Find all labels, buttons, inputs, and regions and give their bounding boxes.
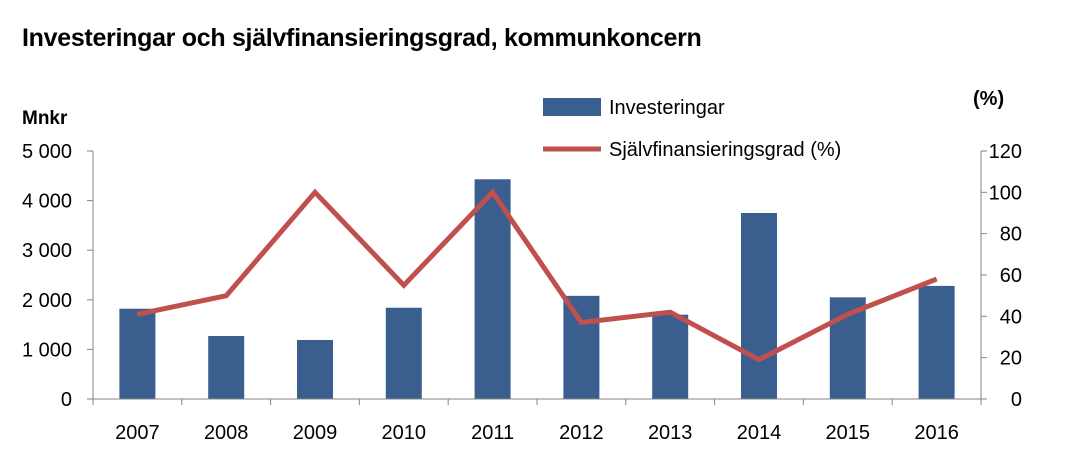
y-tick-label-right: 20	[1000, 348, 1022, 370]
chart-title: Investeringar och självfinansieringsgrad…	[22, 24, 702, 52]
bar-2010	[385, 307, 422, 399]
bar-2008	[208, 336, 245, 399]
y-tick-label-right: 0	[1011, 389, 1022, 411]
y-tick-label-right: 60	[1000, 265, 1022, 287]
x-tick-label: 2014	[737, 422, 782, 444]
y-tick-label-left: 1 000	[22, 339, 72, 361]
y-tick-label-left: 4 000	[22, 191, 72, 213]
y-axis-label-right: (%)	[973, 88, 1005, 110]
line-point-2011	[492, 191, 494, 193]
x-tick-label: 2008	[204, 422, 249, 444]
y-tick-label-left: 2 000	[22, 290, 72, 312]
line-point-2015	[847, 313, 849, 315]
legend-label-sjalvfinansieringsgrad: Självfinansieringsgrad (%)	[609, 139, 841, 161]
bar-2016	[918, 285, 955, 399]
bar-2013	[652, 314, 689, 399]
line-point-2014	[758, 359, 760, 361]
y-tick-label-right: 120	[989, 141, 1022, 163]
x-tick-label: 2016	[914, 422, 959, 444]
line-point-2012	[580, 322, 582, 324]
line-point-2008	[225, 295, 227, 297]
x-tick-label: 2015	[826, 422, 871, 444]
x-tick-label: 2010	[382, 422, 427, 444]
bar-2011	[474, 179, 511, 399]
line-point-2010	[403, 284, 405, 286]
x-tick-label: 2007	[115, 422, 160, 444]
y-axis-label-left: Mnkr	[22, 108, 68, 129]
bar-2012	[563, 295, 600, 399]
bar-2014	[741, 213, 777, 399]
y-tick-label-right: 100	[989, 182, 1022, 204]
y-tick-label-right: 80	[1000, 224, 1022, 246]
bar-2007	[119, 308, 156, 399]
line-point-2016	[936, 278, 938, 280]
line-point-2009	[314, 191, 316, 193]
legend-label-investeringar: Investeringar	[609, 97, 725, 119]
line-series-sjalvfinansieringsgrad	[136, 188, 938, 363]
y-tick-label-left: 0	[61, 389, 72, 411]
bar-2009	[297, 339, 333, 399]
y-tick-label-right: 40	[1000, 306, 1022, 328]
x-tick-label: 2011	[471, 422, 514, 444]
x-tick-label: 2009	[293, 422, 338, 444]
y-tick-label-left: 3 000	[22, 240, 72, 262]
y-tick-label-left: 5 000	[22, 141, 72, 163]
x-tick-label: 2013	[648, 422, 693, 444]
x-tick-label: 2012	[559, 422, 604, 444]
legend-swatch-investeringar	[543, 98, 601, 116]
line-point-2013	[669, 311, 671, 313]
line-point-2007	[136, 313, 138, 315]
